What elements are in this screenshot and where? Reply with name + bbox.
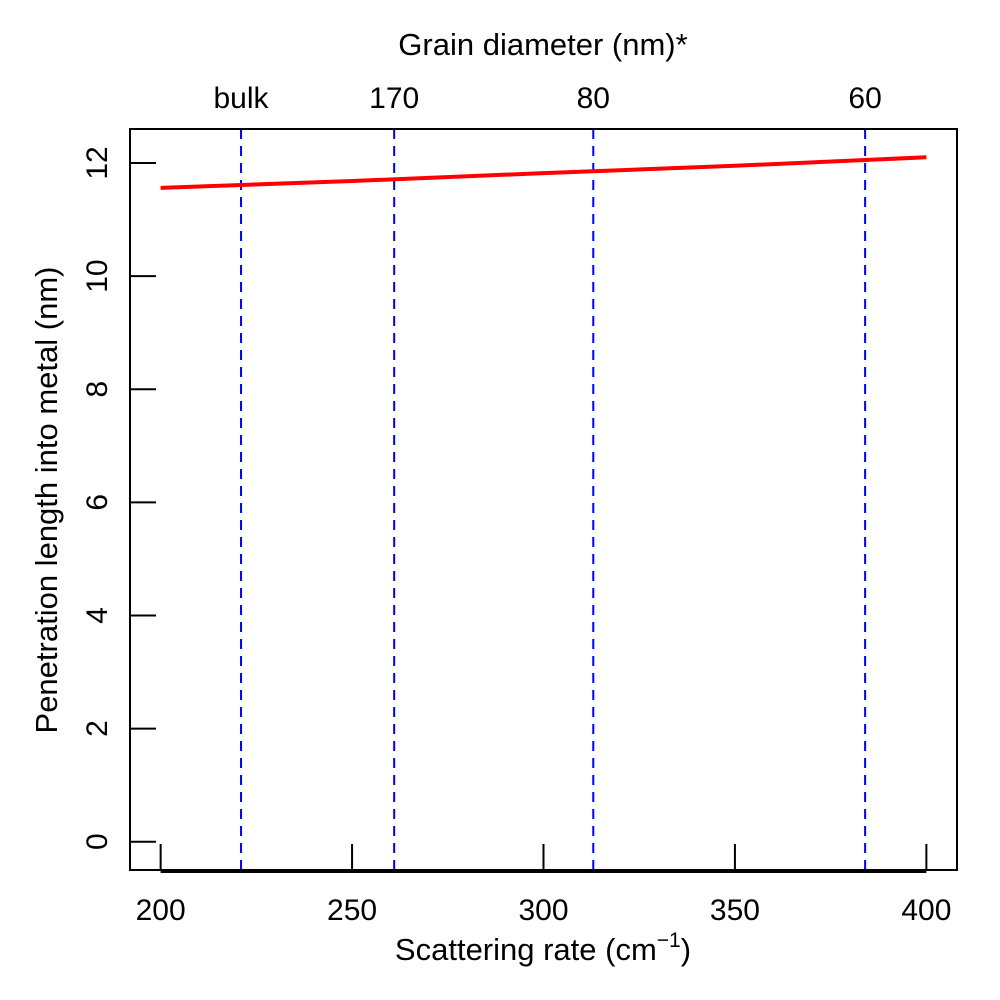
x-tick-label: 250 — [327, 894, 377, 927]
top-axis-title: Grain diameter (nm)* — [398, 27, 687, 62]
top-axis-label: 170 — [369, 82, 419, 115]
y-axis: 0 2 4 6 8 10 12 — [81, 146, 156, 850]
y-tick-label: 8 — [81, 381, 114, 398]
top-axis: bulk 170 80 60 — [214, 82, 882, 115]
top-axis-label: 60 — [848, 82, 881, 115]
x-axis: 200 250 300 350 400 — [136, 844, 951, 927]
y-tick-label: 4 — [81, 607, 114, 624]
x-tick-label: 400 — [901, 894, 951, 927]
y-tick-label: 2 — [81, 720, 114, 737]
y-axis-title: Penetration length into metal (nm) — [29, 267, 64, 734]
x-tick-label: 300 — [518, 894, 568, 927]
plot-layer — [160, 128, 927, 870]
y-tick-label: 10 — [81, 259, 114, 292]
x-tick-label: 350 — [710, 894, 760, 927]
y-tick-label: 0 — [81, 833, 114, 850]
series-line — [160, 155, 927, 190]
y-tick-label: 6 — [81, 494, 114, 511]
x-axis-title-main: Scattering rate (cm — [395, 932, 657, 967]
x-axis-title: Scattering rate (cm−1) — [395, 929, 691, 967]
x-axis-title-close: ) — [681, 932, 691, 967]
x-axis-title-exponent: −1 — [657, 929, 681, 952]
top-axis-label: bulk — [214, 82, 270, 115]
y-tick-label: 12 — [81, 146, 114, 179]
top-axis-label: 80 — [577, 82, 610, 115]
x-tick-label: 200 — [136, 894, 186, 927]
